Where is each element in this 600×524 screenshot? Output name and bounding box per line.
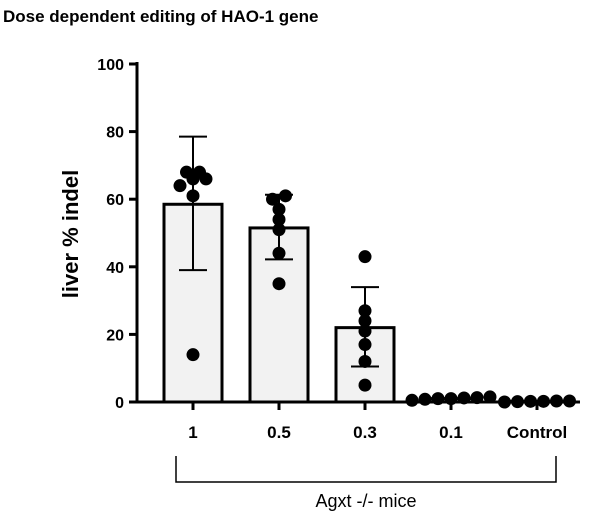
y-tick-label-5: 100 — [97, 57, 124, 74]
point-2-0 — [358, 354, 372, 368]
point-2-0 — [358, 304, 372, 318]
point-3-1 — [418, 392, 432, 406]
y-ticks: 0 20 40 60 80 100 — [97, 57, 137, 412]
y-tick-label-3: 60 — [106, 192, 124, 209]
point-2-0 — [358, 338, 372, 352]
point-0-0 — [186, 348, 200, 362]
point-2-0 — [358, 314, 372, 328]
point-2-0 — [358, 250, 372, 264]
point-1-0 — [272, 277, 286, 291]
point-0-0 — [173, 179, 187, 193]
point-3-0 — [405, 393, 419, 407]
chart-title: Dose dependent editing of HAO-1 gene — [3, 7, 318, 26]
y-tick-label-1: 20 — [106, 327, 124, 344]
point-3-6 — [483, 390, 497, 404]
point-2-0 — [358, 378, 372, 392]
point-0-0 — [180, 165, 193, 179]
point-2-0 — [358, 324, 372, 338]
group-bracket — [175, 456, 557, 483]
axes — [135, 62, 580, 404]
point-1-1 — [279, 189, 292, 203]
y-axis-label: liver % indel — [58, 170, 83, 298]
y-tick-label-4: 80 — [106, 125, 124, 142]
group-label: Agxt -/- mice — [315, 491, 416, 511]
point-1-0 — [272, 212, 286, 226]
x-tick-label-4: Control — [507, 423, 567, 442]
y-tick-label-2: 40 — [106, 260, 124, 277]
y-tick-label-0: 0 — [115, 395, 124, 412]
x-ticks: 1 0.5 0.3 0.1 Control — [188, 402, 567, 442]
point-1-0 — [272, 202, 286, 216]
x-tick-label-1: 0.5 — [267, 423, 291, 442]
error-bar-0 — [179, 135, 207, 272]
x-tick-label-3: 0.1 — [439, 423, 463, 442]
point-0-1 — [193, 165, 206, 179]
point-1-0 — [266, 192, 279, 206]
point-0-0 — [186, 189, 200, 203]
x-tick-label-2: 0.3 — [353, 423, 377, 442]
point-1-0 — [272, 223, 286, 237]
x-tick-label-0: 1 — [188, 423, 197, 442]
group-bracket-line — [175, 456, 557, 483]
point-1-0 — [272, 246, 286, 260]
